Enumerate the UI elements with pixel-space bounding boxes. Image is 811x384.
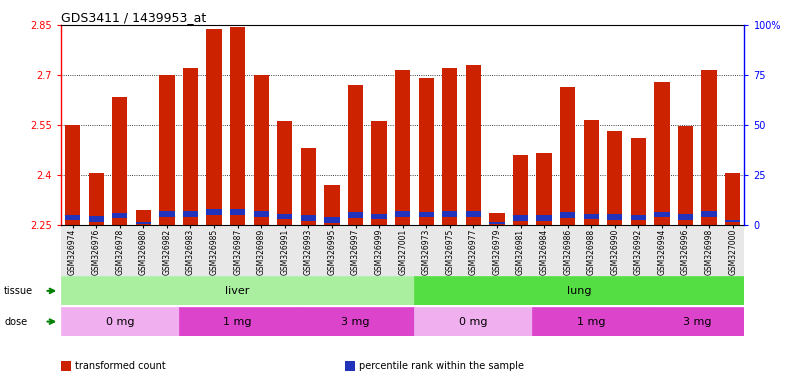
Bar [277, 214, 293, 220]
Bar [513, 215, 528, 221]
Bar [254, 212, 269, 217]
Bar [678, 214, 693, 220]
Bar [442, 211, 457, 217]
Bar [230, 26, 245, 225]
Bar [631, 138, 646, 225]
Bar [61, 276, 414, 305]
Bar [466, 211, 481, 217]
Bar [297, 307, 414, 336]
Text: liver: liver [225, 286, 250, 296]
Bar [230, 209, 245, 215]
Bar [560, 212, 575, 218]
Bar [182, 211, 198, 217]
Bar [489, 213, 504, 225]
Text: dose: dose [4, 316, 28, 327]
Bar [371, 214, 387, 220]
Bar [442, 68, 457, 225]
Bar [607, 131, 623, 225]
Text: GDS3411 / 1439953_at: GDS3411 / 1439953_at [61, 11, 206, 24]
Bar [371, 121, 387, 225]
Bar [536, 215, 551, 221]
Bar [112, 96, 127, 225]
Bar [650, 307, 744, 336]
Bar [414, 276, 744, 305]
Bar [395, 211, 410, 217]
Bar [466, 65, 481, 225]
Bar [654, 81, 670, 225]
Bar [182, 68, 198, 225]
Text: transformed count: transformed count [75, 361, 166, 371]
Bar [348, 85, 363, 225]
Bar [207, 29, 221, 225]
Text: 0 mg: 0 mg [459, 316, 487, 327]
Bar [560, 86, 575, 225]
Bar [178, 307, 297, 336]
Bar [88, 215, 104, 222]
Bar [678, 126, 693, 225]
Bar [513, 155, 528, 225]
Bar [112, 213, 127, 218]
Text: lung: lung [567, 286, 592, 296]
Bar [418, 212, 434, 217]
Bar [135, 210, 151, 225]
Text: tissue: tissue [4, 286, 33, 296]
Bar [607, 214, 623, 220]
Bar [725, 220, 740, 222]
Bar [324, 217, 340, 223]
Bar [418, 78, 434, 225]
Text: percentile rank within the sample: percentile rank within the sample [359, 361, 524, 371]
Bar [348, 212, 363, 218]
Bar [702, 70, 717, 225]
Bar [536, 153, 551, 225]
Bar [61, 307, 178, 336]
Bar [532, 307, 650, 336]
Bar [159, 212, 174, 217]
Bar [395, 70, 410, 225]
Text: 1 mg: 1 mg [577, 316, 606, 327]
Bar [414, 307, 532, 336]
Bar [65, 125, 80, 225]
Bar [702, 211, 717, 217]
Bar [631, 215, 646, 220]
Text: 0 mg: 0 mg [105, 316, 134, 327]
Bar [254, 75, 269, 225]
Bar [584, 120, 599, 225]
Bar [725, 173, 740, 225]
Bar [65, 215, 80, 220]
Text: 1 mg: 1 mg [223, 316, 252, 327]
Bar [159, 75, 174, 225]
Bar [324, 185, 340, 225]
Bar [584, 214, 599, 219]
Text: 3 mg: 3 mg [683, 316, 711, 327]
Bar [301, 215, 316, 221]
Text: 3 mg: 3 mg [341, 316, 370, 327]
Bar [489, 222, 504, 224]
Bar [277, 121, 293, 225]
Bar [207, 209, 221, 215]
Bar [301, 148, 316, 225]
Bar [88, 173, 104, 225]
Bar [654, 212, 670, 217]
Bar [135, 222, 151, 224]
